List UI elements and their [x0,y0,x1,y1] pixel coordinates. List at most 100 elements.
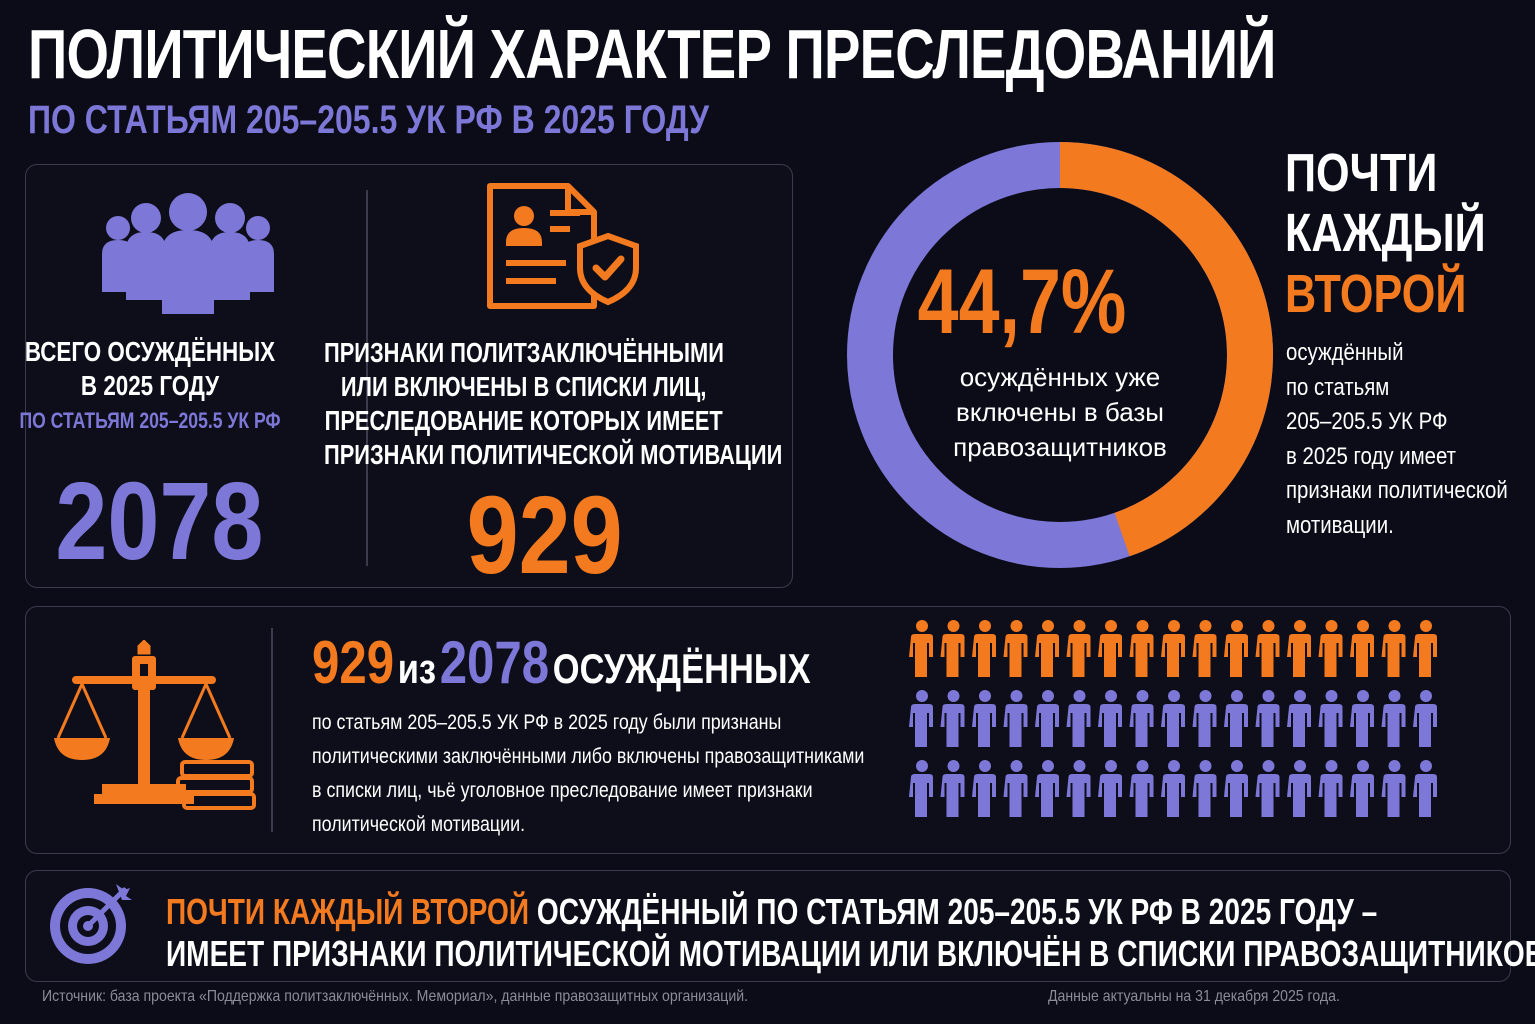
side-heading-line1: ПОЧТИ [1285,143,1438,203]
person-icon [1255,760,1280,817]
person-icon [1192,620,1217,677]
signs-label-line1: ПРИЗНАКИ ПОЛИТЗАКЛЮЧЁННЫМИ [324,337,724,368]
ratio-text-line2: политическими заключёнными либо включены… [312,745,865,768]
page-subtitle: ПО СТАТЬЯМ 205–205.5 УК РФ В 2025 ГОДУ [28,98,709,142]
person-icon [1287,760,1311,817]
person-icon [1161,760,1185,817]
side-text-line5: признаки политической [1286,477,1508,504]
total-value: 2078 [55,460,264,583]
donut-chart [847,142,1273,568]
person-icon [972,760,996,817]
person-icon [972,620,996,677]
ratio-word-of: из [397,645,437,692]
conclusion-line2: ИМЕЕТ ПРИЗНАКИ ПОЛИТИЧЕСКОЙ МОТИВАЦИИ ИЛ… [166,933,1535,974]
person-icon [940,620,965,677]
conclusion-line1: ПОЧТИ КАЖДЫЙ ВТОРОЙ ОСУЖДЁННЫЙ ПО СТАТЬЯ… [166,890,1377,934]
person-icon [1287,690,1311,747]
person-icon [1192,690,1217,747]
ratio-text-line1: по статьям 205–205.5 УК РФ в 2025 году б… [312,711,782,734]
person-icon [1350,620,1374,677]
people-grid [909,620,1437,817]
ratio-divider [271,628,273,832]
ratio-num-b: 2078 [439,629,550,696]
person-icon [1255,620,1280,677]
person-icon [909,760,933,817]
person-icon [1318,620,1343,677]
person-icon [1255,690,1280,747]
ratio-text-line3: в списки лиц, чьё уголовное преследовани… [312,779,813,802]
person-icon [909,620,933,677]
person-icon [1003,620,1028,677]
side-heading-line2: КАЖДЫЙ [1285,203,1486,263]
ratio-text-line4: политической мотивации. [312,813,526,836]
person-icon [1318,690,1343,747]
person-icon [1381,620,1406,677]
person-icon [1129,620,1154,677]
signs-label: ПРИЗНАКИ ПОЛИТЗАКЛЮЧЁННЫМИ ИЛИ ВКЛЮЧЕНЫ … [324,336,782,472]
person-icon [1066,690,1091,747]
date-note: Данные актуальны на 31 декабря 2025 года… [1048,988,1340,1005]
person-icon [1098,620,1122,677]
person-icon [1035,760,1059,817]
donut-caption-line2: включены в базы [956,397,1164,427]
ratio-text: по статьям 205–205.5 УК РФ в 2025 году б… [312,706,912,842]
ratio-word-convicted: ОСУЖДЁННЫХ [552,645,811,692]
person-icon [1318,760,1343,817]
page-title: ПОЛИТИЧЕСКИЙ ХАРАКТЕР ПРЕСЛЕДОВАНИЙ [28,15,1276,93]
side-text-line6: мотивации. [1286,511,1394,539]
person-icon [1413,690,1437,747]
person-icon [1066,620,1091,677]
side-text-line2: по статьям [1286,373,1390,401]
signs-label-line4: ПРИЗНАКИ ПОЛИТИЧЕСКОЙ МОТИВАЦИИ [324,439,783,470]
target-icon [50,884,132,964]
side-text: осуждённый по статьям 205–205.5 УК РФ в … [1286,336,1526,543]
person-icon [940,690,965,747]
total-label-line1: ВСЕГО ОСУЖДЁННЫХ [25,336,276,367]
person-icon [1224,760,1248,817]
person-icon [1098,760,1122,817]
person-icon [1066,760,1091,817]
scales-of-justice-icon [54,640,256,810]
person-icon [909,690,933,747]
person-icon [1003,690,1028,747]
person-icon [972,690,996,747]
person-icon [1287,620,1311,677]
ratio-num-a: 929 [312,629,395,696]
side-text-line3: 205–205.5 УК РФ [1286,408,1448,435]
person-icon [1381,760,1406,817]
donut-percent: 44,7% [917,251,1126,353]
total-label: ВСЕГО ОСУЖДЁННЫХ В 2025 ГОДУ [25,335,330,403]
source-note: Источник: база проекта «Поддержка политз… [42,988,749,1005]
total-sublabel: ПО СТАТЬЯМ 205–205.5 УК РФ [19,408,281,433]
person-icon [1035,690,1059,747]
person-icon [1224,620,1248,677]
person-icon [1129,690,1154,747]
person-icon [1224,690,1248,747]
side-text-line4: в 2025 году имеет [1286,442,1456,470]
person-icon [1192,760,1217,817]
signs-label-line2: ИЛИ ВКЛЮЧЕНЫ В СПИСКИ ЛИЦ, [340,371,707,402]
person-icon [940,760,965,817]
donut-caption: осуждённых уже включены в базы правозащи… [930,360,1190,465]
donut-caption-line3: правозащитников [953,432,1167,462]
person-icon [1098,690,1122,747]
person-icon [1035,620,1059,677]
conclusion-line1-rest: ОСУЖДЁННЫЙ ПО СТАТЬЯМ 205–205.5 УК РФ В … [529,891,1378,932]
person-icon [1413,760,1437,817]
conclusion-highlight: ПОЧТИ КАЖДЫЙ ВТОРОЙ [166,891,530,932]
total-label-line2: В 2025 ГОДУ [81,370,220,401]
signs-value: 929 [466,474,623,597]
signs-label-line3: ПРЕСЛЕДОВАНИЕ КОТОРЫХ ИМЕЕТ [324,405,723,436]
person-icon [1413,620,1437,677]
document-shield-icon [487,183,639,309]
donut-highlight-segment [1059,142,1273,557]
person-icon [1129,760,1154,817]
conclusion-panel [25,870,1511,982]
person-icon [1161,620,1185,677]
donut-caption-line1: осуждённых уже [959,362,1161,392]
person-icon [1350,690,1374,747]
ratio-heading: 929 из 2078 ОСУЖДЁННЫХ [312,628,920,697]
side-heading-line3: ВТОРОЙ [1285,264,1467,324]
person-icon [1161,690,1185,747]
people-group-icon [102,193,274,314]
